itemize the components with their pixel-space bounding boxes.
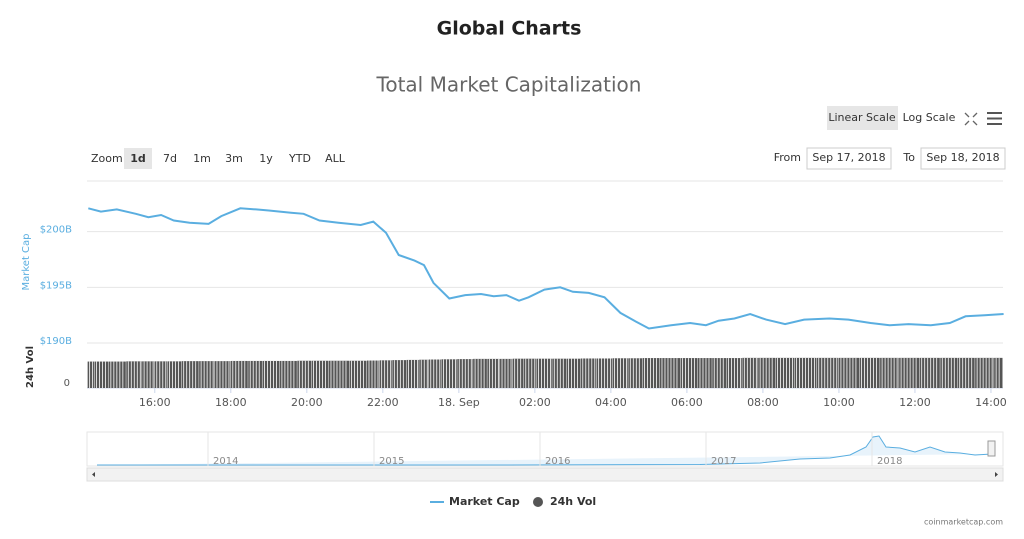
to-input[interactable] (920, 147, 1006, 170)
volume-bar (500, 358, 513, 388)
to-label: To (902, 151, 915, 164)
navigator-handle[interactable] (987, 440, 996, 457)
x-tick-label: 12:00 (899, 396, 931, 409)
zoom-button[interactable]: 3m (225, 152, 243, 165)
zoom-button[interactable]: YTD (288, 152, 311, 165)
x-tick-label: 16:00 (139, 396, 171, 409)
volume-bar (167, 361, 182, 388)
y-tick-label: $195B (40, 280, 72, 291)
zoom-button[interactable]: 1m (193, 152, 211, 165)
x-tick-label: 02:00 (519, 396, 551, 409)
volume-bar (428, 359, 441, 388)
scrollbar[interactable] (86, 467, 1004, 482)
volume-bar (181, 361, 199, 388)
from-input[interactable] (806, 147, 892, 170)
volume-bar (279, 360, 297, 388)
navigator-label: 2016 (545, 456, 570, 467)
fullscreen-icon[interactable] (964, 112, 978, 126)
x-tick-label: 18:00 (215, 396, 247, 409)
volume-bar (880, 357, 899, 388)
volume-bar (975, 357, 994, 388)
zoom-label: Zoom (91, 152, 123, 165)
y-tick-label: $190B (40, 336, 72, 347)
volume-bar (87, 361, 95, 388)
volume-bar (758, 357, 776, 388)
volume-bar (552, 358, 567, 388)
volume-bar (523, 358, 536, 388)
volume-bar (697, 358, 712, 388)
y-axis-title: Market Cap (21, 233, 32, 290)
to-date: Sep 18, 2018 (926, 151, 999, 164)
x-tick-label: 20:00 (291, 396, 323, 409)
volume-bar (642, 358, 660, 388)
volume-bar (154, 361, 167, 388)
volume-bar (297, 360, 312, 388)
volume-bar (775, 357, 795, 388)
volume-bar (379, 360, 392, 388)
page-header: Global Charts (437, 18, 582, 40)
zoom-button-bg (124, 148, 152, 169)
x-tick-label: 22:00 (367, 396, 399, 409)
volume-bar (366, 360, 380, 388)
zoom-button[interactable]: 1d (130, 152, 146, 165)
navigator-line (97, 435, 993, 466)
navigator (86, 431, 1004, 482)
zoom-button[interactable]: 1y (259, 152, 273, 165)
x-tick-label: 04:00 (595, 396, 627, 409)
scale-button[interactable]: Linear Scale (828, 111, 896, 124)
legend-label[interactable]: 24h Vol (550, 495, 596, 508)
volume-bar (994, 357, 1003, 388)
chart-title: Total Market Capitalization (376, 73, 642, 97)
navigator-label: 2018 (877, 456, 902, 467)
x-tick-label: 06:00 (671, 396, 703, 409)
volume-bar (940, 357, 958, 388)
menu-icon[interactable] (987, 112, 1002, 125)
x-tick-label: 08:00 (747, 396, 779, 409)
volume-bar (94, 361, 109, 388)
volume-bar (712, 358, 726, 388)
volume-bar (108, 361, 126, 388)
navigator-label: 2017 (711, 456, 736, 467)
zoom-button[interactable]: 7d (163, 152, 177, 165)
scale-button-bg (827, 106, 898, 130)
volume-bar (628, 358, 643, 388)
navigator-labels: 2014 2015 2016 2017 2018 (207, 432, 902, 467)
scale-button[interactable]: Log Scale (903, 111, 956, 124)
y-tick-label: $200B (40, 225, 72, 236)
volume-bar (392, 360, 407, 388)
zoom-button[interactable]: ALL (325, 152, 346, 165)
volume-bar (487, 358, 500, 388)
volume-bar (566, 358, 581, 388)
volume-bar (311, 360, 329, 388)
volume-bar (142, 361, 155, 388)
x-tick-label: 18. Sep (438, 396, 480, 409)
navigator-label: 2015 (379, 456, 404, 467)
credit: coinmarketcap.com (924, 518, 1003, 527)
y2-axis-title: 24h Vol (25, 346, 36, 388)
volume-bar (349, 360, 367, 388)
y2-tick-label: 0 (64, 378, 70, 389)
market-cap-line (88, 207, 1004, 330)
x-tick-label: 10:00 (823, 396, 855, 409)
volume-bar (473, 358, 487, 388)
volume-bar (230, 360, 248, 388)
volume-bar (248, 360, 262, 388)
volume-bar (419, 359, 429, 388)
from-date: Sep 17, 2018 (812, 151, 885, 164)
from-label: From (774, 151, 801, 164)
zoom-buttons: 1d 7d 1m 3m 1y YTD ALL (124, 148, 346, 169)
volume-bar (957, 357, 975, 388)
volume-bar (680, 358, 698, 388)
volume-bar (406, 359, 419, 388)
x-tick-label: 14:00 (975, 396, 1007, 409)
volume-bar (262, 360, 280, 388)
legend-symbol (533, 497, 543, 507)
legend-label[interactable]: Market Cap (449, 495, 520, 508)
navigator-label: 2014 (213, 456, 238, 467)
